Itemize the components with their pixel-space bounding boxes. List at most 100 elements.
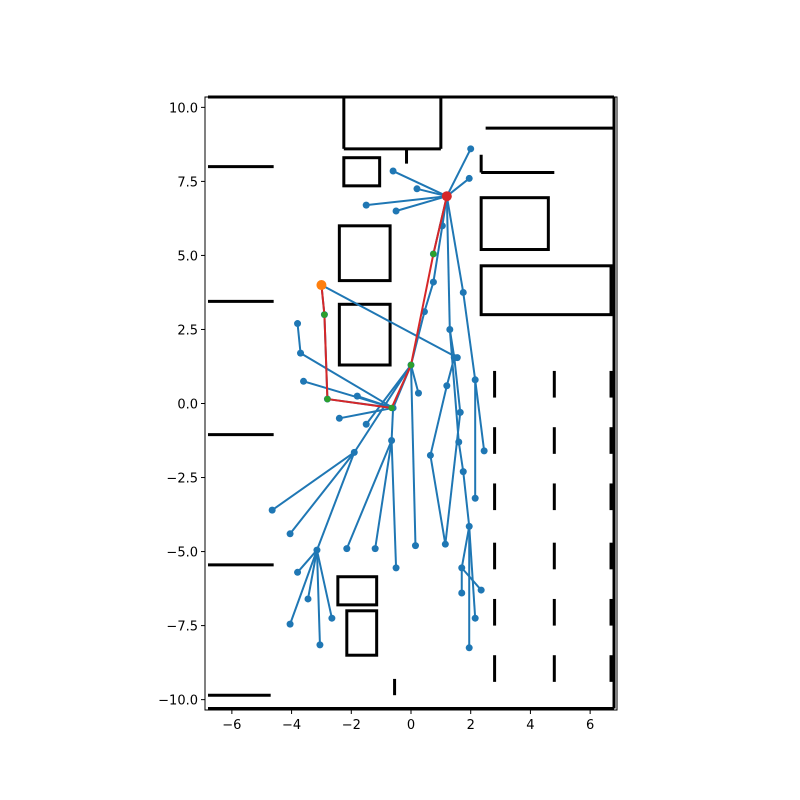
tree-edge [453,357,462,413]
tree-node [477,586,485,594]
tree-node [459,288,467,296]
tree-edge [429,455,447,545]
tree-edge [416,187,448,198]
x-tick-label: −2 [342,718,361,733]
y-tick-label: −10.0 [158,694,198,709]
tree-node [480,447,488,455]
tree-edge [345,440,393,549]
tree-node [313,546,321,554]
tree-node [465,522,473,530]
tree-edge [390,407,395,441]
x-tick-label: 2 [467,718,475,733]
plot-area [204,95,618,711]
obstacle-box [345,609,379,657]
tree-node [471,494,479,502]
y-tick-label: 5.0 [177,249,198,264]
x-axis: −6 −4 −2 0 2 4 6 [222,710,594,733]
tree-node [362,201,370,209]
y-tick-label: 7.5 [177,175,198,190]
y-tick-label: −2.5 [166,472,198,487]
tree-edge [289,549,318,625]
tree-edge [462,292,477,380]
tree-node [465,174,473,182]
tree-edge [390,440,398,568]
tree-node [471,614,479,622]
tree-node [286,530,294,538]
tree-edge [410,364,420,394]
y-tick-label: 2.5 [177,323,198,338]
tree-node [268,506,276,514]
tree-edge [461,567,482,591]
tree-node [316,641,324,649]
tree-node [467,145,475,153]
y-tick-label: −5.0 [166,546,198,561]
tree-node [441,540,449,548]
tree-node [471,376,479,384]
tree-edge [429,385,448,456]
tree-node [286,620,294,628]
obstacle-box [337,302,392,367]
tree-node [458,564,466,572]
path-markers [316,191,452,412]
tree-edge [423,281,435,312]
tree-node [456,408,464,416]
path-waypoint [407,361,415,369]
y-tick-label: 10.0 [169,101,198,116]
tree-edge [444,412,462,545]
tree-node [414,389,422,397]
tree-node [443,382,451,390]
tree-edge [462,471,471,527]
tree-edge [320,284,458,359]
path-waypoint [430,250,437,258]
tree-node [297,349,305,357]
tree-edge [374,440,393,549]
tree-node [392,207,400,215]
path-waypoint [388,404,395,412]
goal-marker [316,280,327,291]
tree-edge [395,195,448,212]
y-tick-label: 0.0 [177,398,198,413]
tree-node [335,414,343,422]
tree-edge [474,379,486,452]
tree-node [371,545,379,553]
path-waypoint [324,395,331,403]
tree-node [343,545,351,553]
tree-node [446,325,454,333]
tree-edge [296,323,302,354]
tree-node [328,614,336,622]
tree-edge [356,395,394,409]
tree-node [294,568,302,576]
tree-edge [300,352,394,409]
tree-node [353,392,361,400]
tree-node [350,448,358,456]
x-tick-label: −6 [222,718,241,733]
tree-edge [315,549,333,619]
x-tick-label: 0 [407,718,415,733]
y-tick-label: −7.5 [166,620,198,635]
tree-edge [315,550,321,645]
tree-edge [289,451,356,535]
tree-node [300,377,308,385]
obstacle-box [342,156,382,188]
tree-edge [316,452,356,551]
tree-edge [339,406,394,420]
x-tick-label: 6 [586,718,594,733]
tree-node [388,437,396,445]
tree-node [458,589,466,597]
obstacle-box [479,264,613,317]
tree-edge [410,364,417,546]
obstacle-box [479,196,550,252]
tree-edge [445,148,472,197]
tree-node [453,354,461,362]
tree-node [429,278,437,286]
tree-node [362,420,370,428]
tree-edge [460,526,471,569]
tree-edge [457,441,465,472]
tree-node [465,644,473,652]
start-marker [441,191,452,202]
tree-edge [366,195,447,207]
y-axis: 10.0 7.5 5.0 2.5 0.0 −2.5 −5.0 −7.5 −10.0 [158,101,205,709]
tree-edge [448,329,460,443]
x-tick-label: 4 [526,718,534,733]
